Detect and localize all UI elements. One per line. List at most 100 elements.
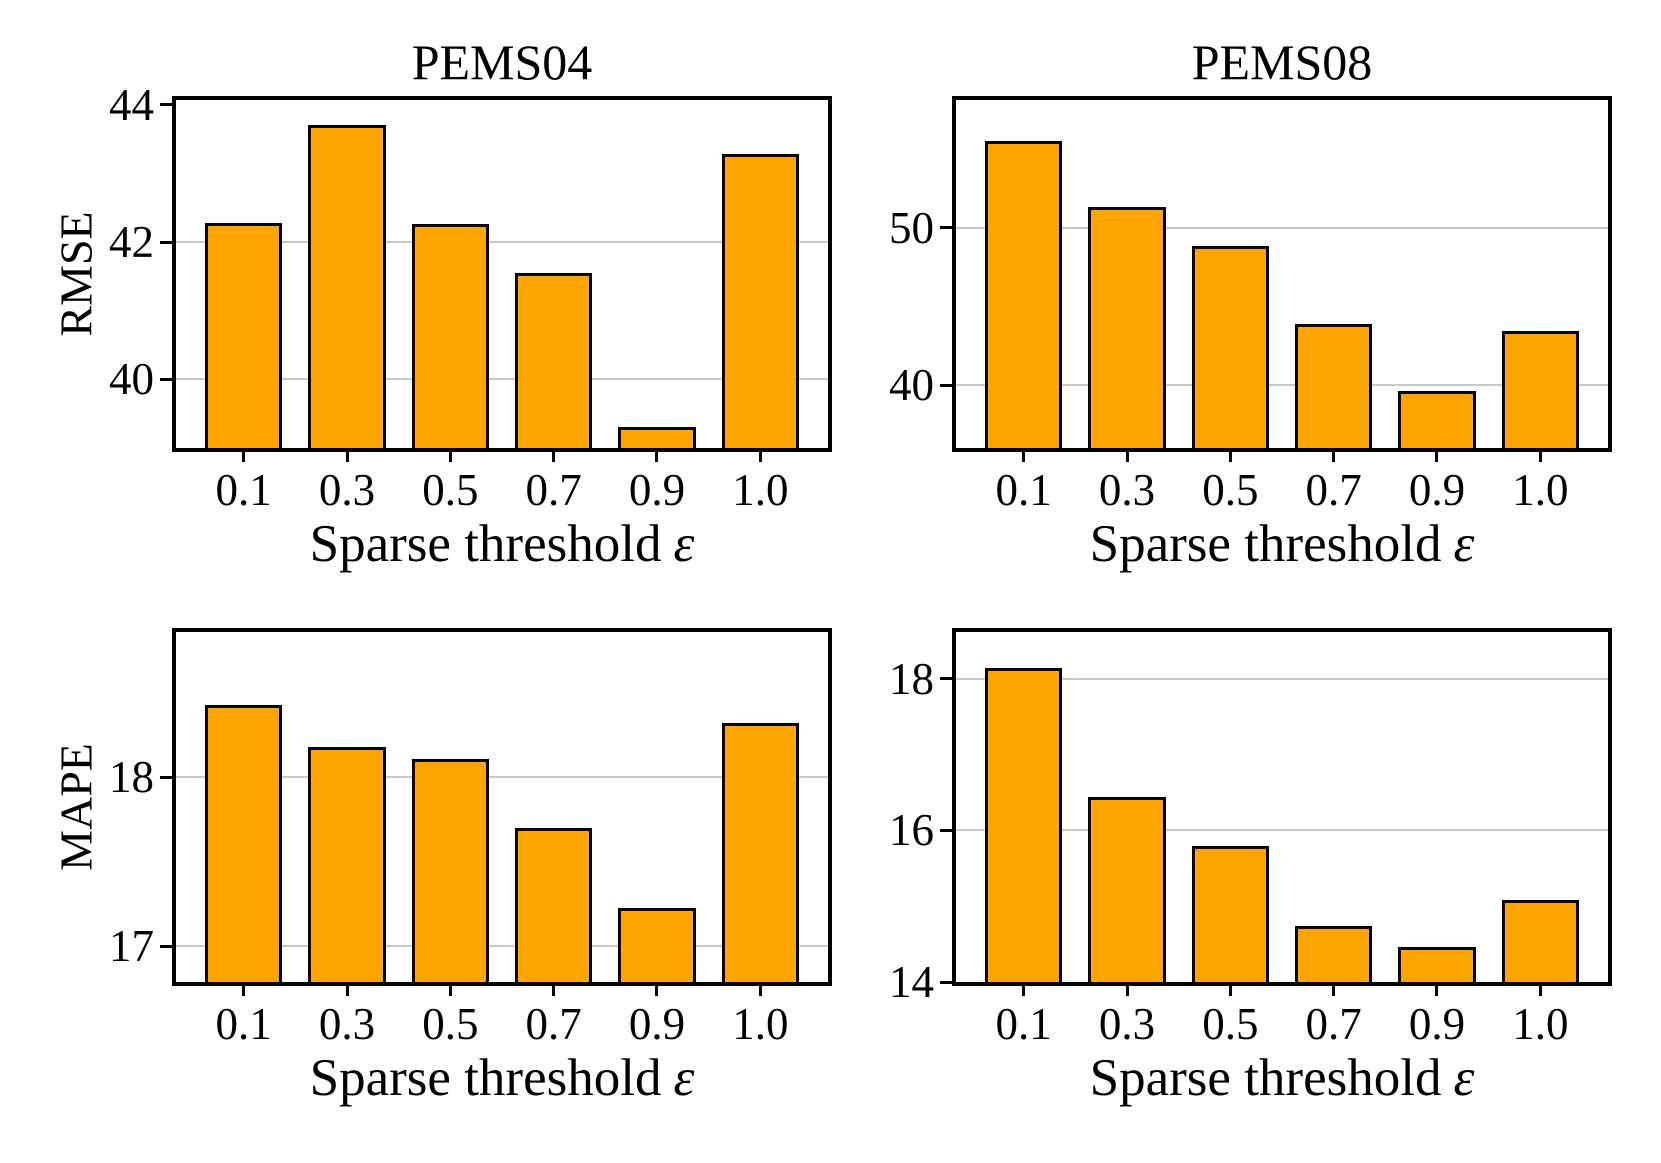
bar-0.3: [308, 746, 386, 982]
bar-0.1: [204, 704, 283, 982]
y-tick-label: 42: [109, 217, 154, 268]
x-tick-mark: [1125, 986, 1129, 996]
x-tick-label: 1.0: [732, 999, 789, 1049]
x-tick-label: 0.5: [1202, 999, 1259, 1049]
y-tick-mark: [940, 226, 952, 230]
x-tick-label: 0.7: [1305, 999, 1362, 1049]
x-tick-label: 0.3: [318, 999, 376, 1049]
bar-1.0: [721, 723, 800, 982]
x-tick-label: 0.7: [525, 999, 582, 1049]
bar-0.7: [514, 272, 593, 448]
x-tick-mark: [242, 452, 246, 462]
bar-0.1: [204, 222, 283, 448]
y-tick-mark: [160, 775, 172, 779]
bar-0.9: [618, 427, 696, 448]
x-axis-label-text: Sparse threshold: [1089, 1049, 1442, 1107]
x-tick-label: 0.9: [628, 999, 686, 1049]
y-tick-label: 50: [889, 202, 934, 253]
bar-0.9: [618, 907, 696, 982]
x-tick-mark: [1228, 986, 1232, 996]
bar-0.1: [984, 140, 1063, 448]
x-tick-label: 0.3: [1098, 999, 1156, 1049]
x-axis-label: Sparse threshold ε: [952, 512, 1612, 576]
x-tick-label: 1.0: [1512, 465, 1569, 515]
chart-title: PEMS08: [1191, 34, 1373, 90]
plot-area: [940, 628, 1612, 996]
y-tick-mark: [940, 677, 952, 681]
y-tick-label: 18: [109, 752, 154, 803]
chart-title: PEMS04: [411, 34, 593, 90]
y-tick-label: 14: [889, 957, 934, 1007]
gridline-y-16: [956, 829, 1608, 832]
x-tick-label: 1.0: [1512, 999, 1569, 1049]
x-tick-mark: [1022, 452, 1026, 462]
plot-area: [940, 96, 1612, 462]
y-tick-label: 40: [889, 360, 934, 410]
x-tick-mark: [758, 452, 762, 462]
y-tick-mark: [940, 828, 952, 832]
x-axis-label-text: Sparse threshold: [309, 1049, 662, 1107]
x-axis-label-text: Sparse threshold: [1089, 515, 1442, 573]
x-tick-label: 0.7: [1305, 465, 1362, 515]
x-tick-label: 0.1: [215, 465, 272, 515]
plot-area: [160, 628, 832, 996]
bar-1.0: [1501, 331, 1580, 448]
x-tick-label: 0.9: [1408, 999, 1466, 1049]
bar-1.0: [1501, 900, 1580, 982]
x-axis-label: Sparse threshold ε: [172, 1046, 832, 1110]
gridline-y-18: [176, 776, 828, 779]
y-tick-label: 18: [889, 653, 934, 704]
epsilon-symbol: ε: [1453, 1049, 1475, 1107]
bar-0.9: [1398, 391, 1476, 448]
gridline-y-18: [956, 677, 1608, 680]
epsilon-symbol: ε: [673, 515, 695, 573]
y-tick-label: 44: [109, 79, 154, 130]
gridline-y-17: [176, 945, 828, 948]
x-tick-mark: [1332, 452, 1336, 462]
x-tick-mark: [552, 986, 556, 996]
x-tick-mark: [345, 452, 349, 462]
x-tick-mark: [1022, 986, 1026, 996]
y-tick-mark: [940, 980, 952, 984]
x-tick-label: 0.1: [995, 465, 1052, 515]
plot-area: [160, 96, 832, 462]
x-tick-mark: [655, 452, 659, 462]
gridline-y-42: [176, 241, 828, 244]
bar-0.3: [308, 125, 386, 448]
bar-0.9: [1398, 947, 1476, 982]
bar-0.7: [1294, 925, 1373, 982]
gridline-y-40: [956, 384, 1608, 386]
x-tick-mark: [655, 986, 659, 996]
bar-0.5: [1191, 246, 1270, 448]
x-tick-label: 1.0: [732, 465, 789, 515]
bar-0.3: [1088, 207, 1166, 448]
epsilon-symbol: ε: [1453, 515, 1475, 573]
bar-0.7: [514, 828, 593, 982]
x-axis-label-text: Sparse threshold: [309, 515, 662, 573]
y-tick-mark: [160, 377, 172, 381]
x-tick-mark: [345, 986, 349, 996]
x-tick-label: 0.5: [422, 465, 479, 515]
y-tick-label: 40: [109, 354, 154, 405]
x-tick-mark: [1435, 986, 1439, 996]
y-tick-label: 17: [109, 921, 154, 972]
x-axis-label: Sparse threshold ε: [172, 512, 832, 576]
x-tick-label: 0.9: [628, 465, 686, 515]
y-tick-mark: [940, 383, 952, 387]
x-tick-label: 0.5: [1202, 465, 1259, 515]
x-tick-label: 0.5: [422, 999, 479, 1049]
y-tick-label: 16: [889, 805, 934, 856]
x-tick-mark: [1435, 452, 1439, 462]
gridline-y-50: [956, 226, 1608, 229]
bar-0.3: [1088, 797, 1166, 982]
bar-0.1: [984, 668, 1063, 982]
x-tick-mark: [242, 986, 246, 996]
bar-0.5: [411, 758, 490, 982]
x-tick-mark: [1538, 986, 1542, 996]
bar-0.7: [1294, 323, 1373, 448]
chart-title: [172, 562, 832, 626]
x-tick-mark: [1332, 986, 1336, 996]
y-tick-mark: [160, 103, 172, 107]
x-tick-label: 0.3: [318, 465, 376, 515]
